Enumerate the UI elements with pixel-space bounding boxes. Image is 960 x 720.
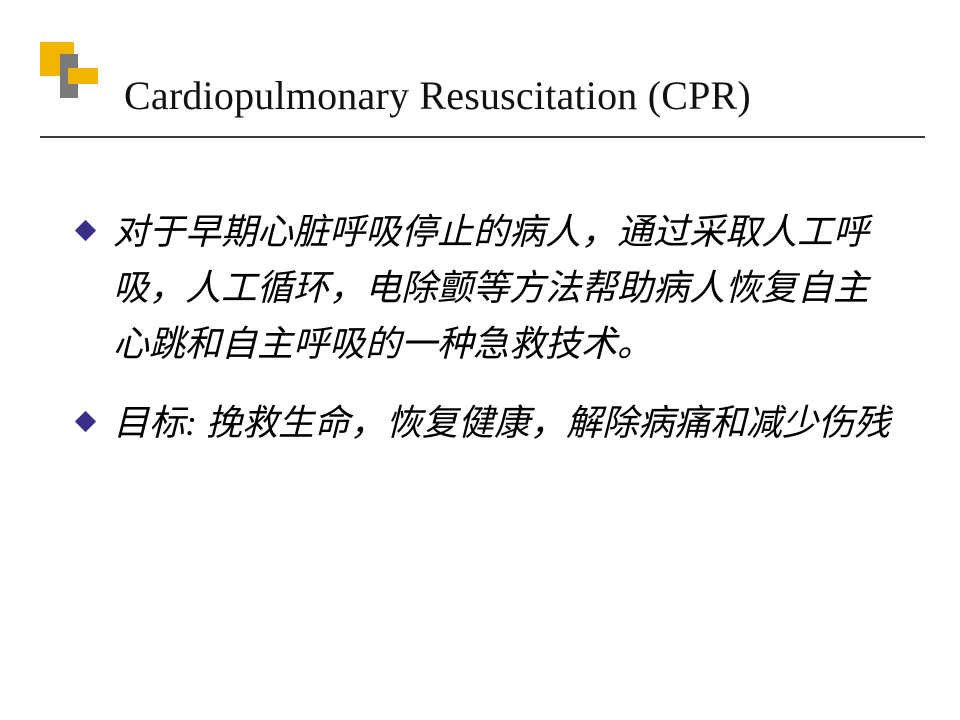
bullet-diamond-icon [75, 411, 96, 432]
content-area: 对于早期心脏呼吸停止的病人，通过采取人工呼吸，人工循环，电除颤等方法帮助病人恢复… [78, 205, 890, 476]
slide: Cardiopulmonary Resuscitation (CPR) 对于早期… [0, 0, 960, 720]
slide-title: Cardiopulmonary Resuscitation (CPR) [124, 72, 920, 119]
list-item: 目标: 挽救生命，恢复健康，解除病痛和减少伤残 [78, 396, 890, 452]
list-item: 对于早期心脏呼吸停止的病人，通过采取人工呼吸，人工循环，电除颤等方法帮助病人恢复… [78, 205, 890, 372]
bullet-text: 目标: 挽救生命，恢复健康，解除病痛和减少伤残 [113, 396, 890, 452]
bullet-text: 对于早期心脏呼吸停止的病人，通过采取人工呼吸，人工循环，电除颤等方法帮助病人恢复… [113, 205, 890, 372]
corner-decoration [40, 42, 110, 102]
title-underline [40, 136, 925, 138]
bullet-diamond-icon [75, 220, 96, 241]
